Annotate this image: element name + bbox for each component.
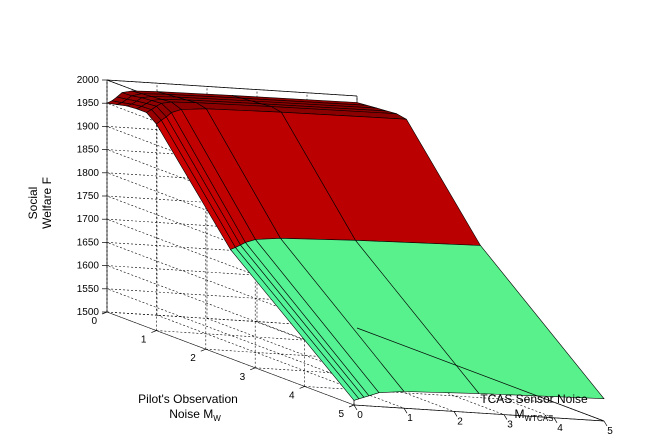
z-axis-label-line1: Social [26, 187, 40, 220]
y-axis-label-line2: MWTCAS [515, 407, 554, 423]
x-tick-label: 5 [338, 409, 344, 420]
x-tick-mark [200, 348, 206, 352]
box-edge [106, 79, 358, 97]
z-tick-label: 1650 [77, 237, 100, 248]
axis-line [356, 327, 605, 422]
x-tick-label: 1 [141, 335, 147, 346]
surface-plot [106, 90, 605, 401]
z-tick-label: 1800 [77, 168, 100, 179]
z-tick-label: 1700 [77, 214, 100, 225]
x-tick-label: 2 [190, 353, 196, 364]
z-tick-label: 1600 [77, 261, 100, 272]
x-tick-mark [299, 386, 305, 389]
axis-line [353, 404, 605, 422]
z-tick-label: 1750 [77, 191, 100, 202]
z-tick-label: 2000 [77, 75, 100, 86]
z-tick-label: 1900 [77, 121, 100, 132]
y-axis-label-line1: TCAS Sensor Noise [480, 392, 588, 406]
y-tick-label: 5 [607, 426, 613, 437]
y-tick-mark [453, 411, 458, 417]
x-tick-label: 4 [289, 390, 295, 401]
y-tick-mark [353, 404, 358, 411]
z-tick-label: 1950 [77, 98, 100, 109]
z-tick-label: 1850 [77, 145, 100, 156]
y-tick-mark [553, 417, 558, 423]
x-axis-label-line2: Noise MW [169, 407, 221, 423]
y-tick-label: 3 [507, 420, 513, 431]
x-tick-mark [348, 404, 355, 408]
y-tick-mark [503, 414, 508, 420]
x-tick-label: 3 [240, 372, 246, 383]
z-axis-label-line2: Welfare F [40, 177, 54, 229]
y-tick-mark [403, 408, 408, 414]
y-tick-label: 0 [357, 410, 363, 421]
x-tick-mark [250, 367, 256, 371]
y-tick-label: 1 [407, 413, 413, 424]
x-tick-mark [101, 311, 108, 315]
y-tick-label: 2 [457, 416, 463, 427]
axes-front [353, 327, 605, 422]
tick-labels: 1500155016001650170017501800185019001950… [77, 75, 613, 437]
x-tick-label: 0 [91, 316, 97, 327]
y-tick-label: 4 [557, 423, 563, 434]
y-tick-mark [603, 420, 608, 427]
z-tick-label: 1500 [77, 307, 100, 318]
x-axis-label-line1: Pilot's Observation [138, 392, 238, 406]
surface-patch [354, 239, 605, 400]
x-tick-mark [151, 330, 157, 333]
z-tick-label: 1550 [77, 284, 100, 295]
